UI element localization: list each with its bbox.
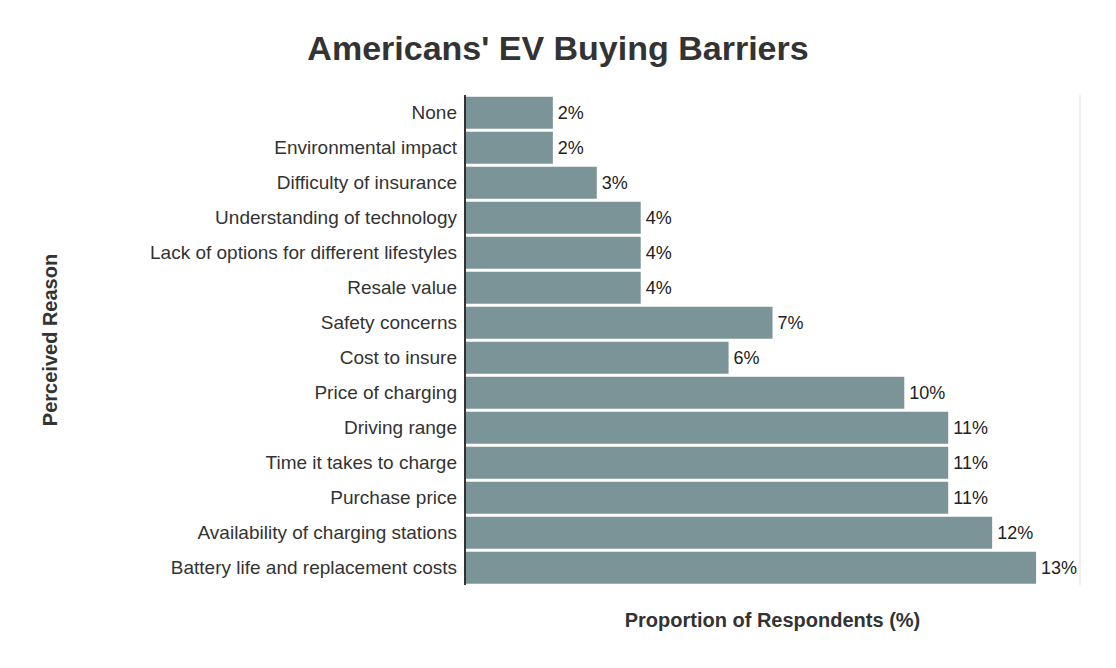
svg-text:11%: 11% [953,453,988,473]
svg-text:Availability of charging stati: Availability of charging stations [198,522,457,543]
svg-text:12%: 12% [997,523,1033,543]
svg-text:10%: 10% [909,383,945,403]
svg-text:Lack of options for different: Lack of options for different lifestyles [150,242,457,263]
svg-text:2%: 2% [558,103,584,123]
svg-text:Price of charging: Price of charging [314,382,457,403]
svg-text:4%: 4% [646,278,672,298]
svg-text:Difficulty of insurance: Difficulty of insurance [277,172,457,193]
svg-text:11%: 11% [953,418,988,438]
svg-text:Environmental impact: Environmental impact [274,137,457,158]
svg-text:Resale value: Resale value [347,277,457,298]
svg-text:Perceived Reason: Perceived Reason [39,254,61,426]
svg-text:2%: 2% [558,138,584,158]
svg-text:Driving range: Driving range [344,417,457,438]
svg-text:Battery life and replacement c: Battery life and replacement costs [171,557,457,578]
svg-text:4%: 4% [646,243,672,263]
svg-text:13%: 13% [1041,558,1077,578]
svg-text:4%: 4% [646,208,672,228]
svg-text:11%: 11% [953,488,988,508]
svg-text:7%: 7% [778,313,804,333]
svg-text:Safety concerns: Safety concerns [321,312,457,333]
svg-text:6%: 6% [734,348,760,368]
svg-text:None: None [412,102,457,123]
svg-text:Understanding of technology: Understanding of technology [215,207,457,228]
svg-text:Purchase price: Purchase price [330,487,457,508]
svg-text:Cost to insure: Cost to insure [340,347,457,368]
html-text:Americans' EV Buying Barriers: Americans' EV Buying Barriers [307,29,809,67]
svg-text:Time it takes to charge: Time it takes to charge [266,452,457,473]
svg-text:Proportion of Respondents (%): Proportion of Respondents (%) [625,609,921,631]
svg-text:3%: 3% [602,173,628,193]
